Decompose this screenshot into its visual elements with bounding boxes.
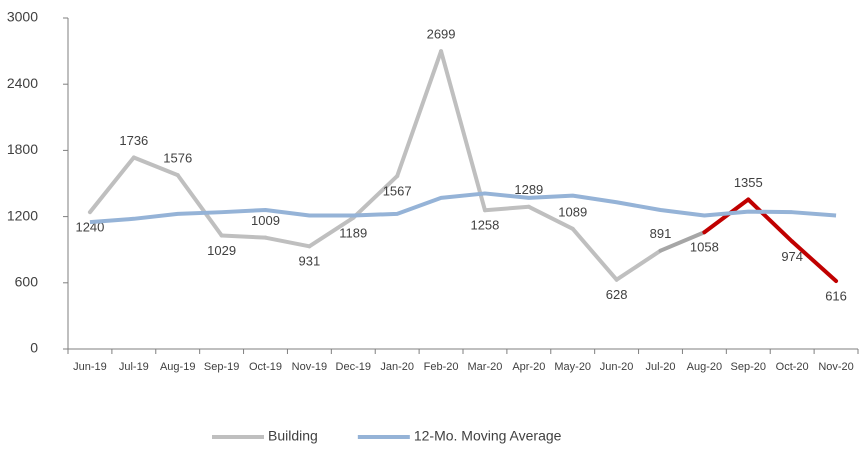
data-label: 1009 — [251, 213, 280, 228]
line-segment — [702, 197, 751, 235]
y-tick-label: 2400 — [7, 75, 38, 91]
x-tick-label: Feb-20 — [424, 361, 459, 373]
data-label: 1258 — [470, 218, 499, 233]
x-tick-label: Apr-20 — [512, 361, 545, 373]
x-tick-label: Jul-20 — [646, 361, 676, 373]
line-segment — [87, 155, 136, 215]
data-label: 891 — [650, 226, 672, 241]
line — [89, 191, 837, 225]
x-tick-label: Jun-20 — [600, 361, 634, 373]
x-tick-label: Sep-19 — [204, 361, 239, 373]
x-tick-label: Nov-20 — [818, 361, 853, 373]
line-segment — [175, 173, 224, 238]
y-tick-label: 1800 — [7, 141, 38, 157]
legend-label: 12-Mo. Moving Average — [414, 428, 562, 444]
line-segment — [395, 49, 444, 179]
x-tick-label: Jun-19 — [73, 361, 107, 373]
y-tick-label: 1200 — [7, 207, 38, 223]
data-label: 1029 — [207, 243, 236, 258]
data-label: 1058 — [690, 240, 719, 255]
data-label: 616 — [825, 288, 847, 303]
line-segment — [307, 215, 356, 249]
data-label: 1567 — [383, 184, 412, 199]
x-tick-label: Dec-19 — [336, 361, 371, 373]
x-tick-label: May-20 — [554, 361, 591, 373]
data-label: 1576 — [163, 151, 192, 166]
line-segment — [131, 155, 180, 178]
data-label: 1355 — [734, 175, 763, 190]
line-segment — [351, 174, 400, 220]
line-segment — [614, 248, 663, 282]
x-tick-label: Aug-19 — [160, 361, 195, 373]
line-segment — [746, 197, 795, 244]
y-tick-label: 0 — [30, 340, 38, 356]
line-segment — [219, 233, 268, 240]
data-label: 1736 — [119, 133, 148, 148]
x-tick-label: Sep-20 — [731, 361, 766, 373]
data-label: 974 — [781, 249, 803, 264]
data-label: 2699 — [427, 27, 456, 42]
x-tick-label: Mar-20 — [468, 361, 503, 373]
data-label: 1189 — [339, 225, 367, 240]
line-segment — [439, 49, 487, 213]
data-label: 1089 — [558, 204, 587, 219]
data-label: 931 — [299, 254, 321, 269]
data-label: 628 — [606, 287, 628, 302]
y-tick-label: 600 — [15, 274, 39, 290]
line-segment — [263, 235, 312, 249]
legend-label: Building — [268, 428, 318, 444]
x-tick-label: Aug-20 — [687, 361, 722, 373]
x-tick-label: Nov-19 — [292, 361, 327, 373]
line-segment — [482, 204, 531, 213]
line-segment — [790, 239, 839, 284]
x-tick-label: Oct-20 — [776, 361, 809, 373]
x-tick-label: Jan-20 — [380, 361, 414, 373]
line-segment — [658, 230, 707, 253]
line-segment — [526, 204, 575, 231]
y-tick-label: 3000 — [7, 9, 38, 25]
line-segment — [570, 226, 619, 282]
x-tick-label: Jul-19 — [119, 361, 149, 373]
x-tick-label: Oct-19 — [249, 361, 282, 373]
data-label: 1289 — [514, 182, 543, 197]
